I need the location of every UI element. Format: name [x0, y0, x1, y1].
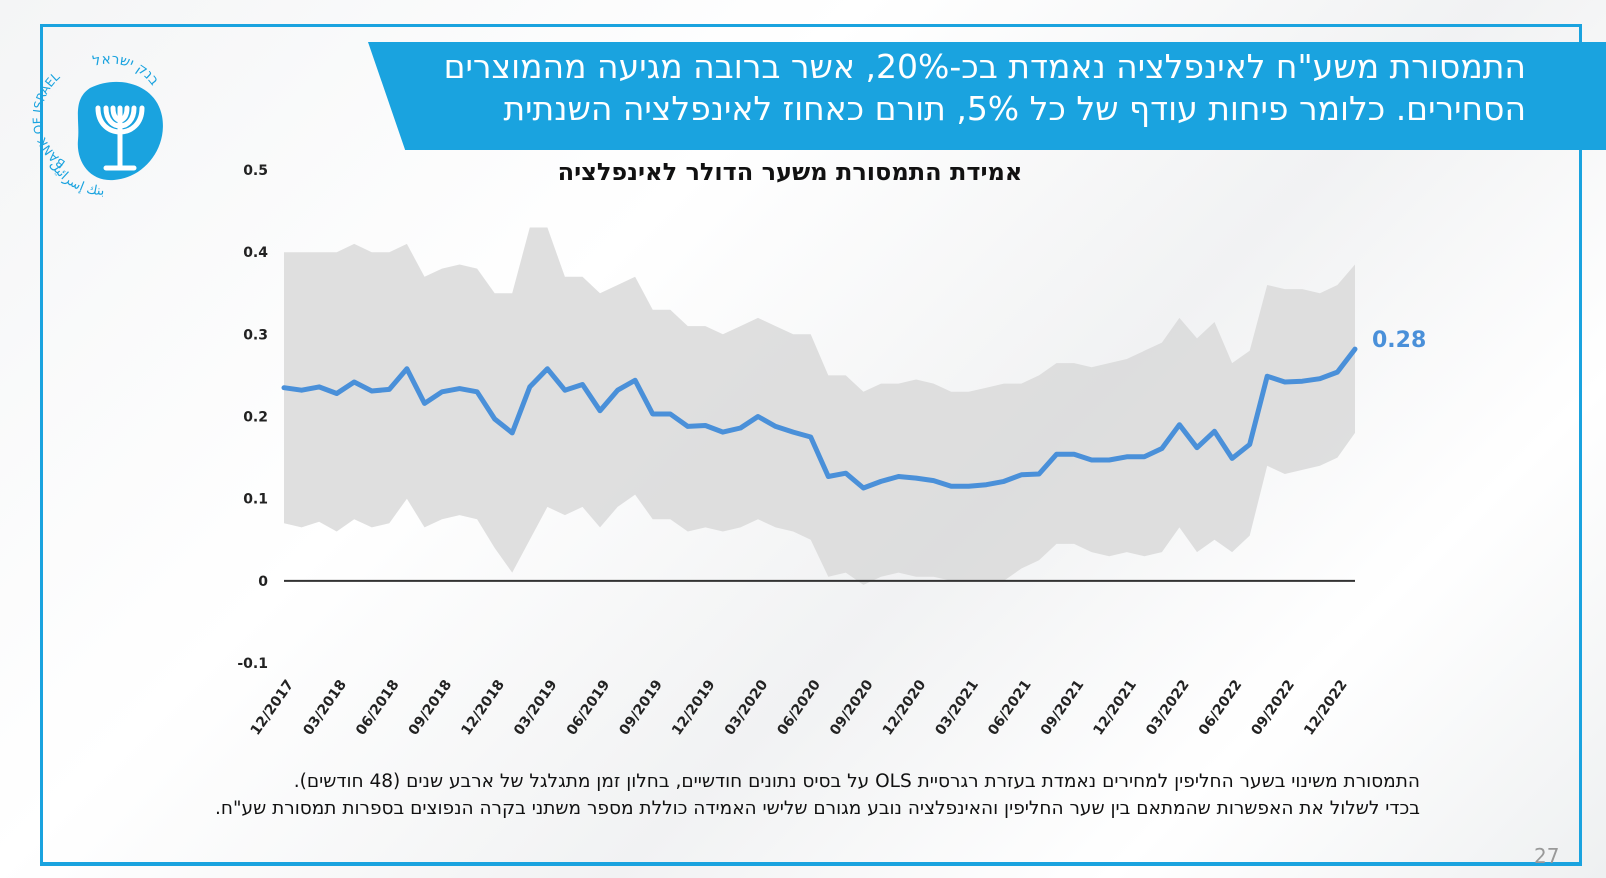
x-tick-label: 12/2019 [669, 677, 719, 738]
slide-frame [40, 24, 1582, 866]
x-tick-label: 03/2019 [511, 677, 561, 738]
footnote-line-2: בכדי לשלול את האפשרות שהמתאם בין שער החל… [215, 798, 1420, 819]
confidence-band [284, 227, 1355, 585]
x-tick-label: 09/2019 [616, 677, 666, 738]
x-tick-label: 03/2018 [300, 677, 350, 738]
x-tick-label: 12/2022 [1301, 677, 1351, 738]
x-tick-label: 06/2019 [564, 677, 614, 738]
x-tick-label: 06/2020 [774, 677, 824, 738]
x-tick-label: 06/2022 [1196, 677, 1246, 738]
x-tick-label: 09/2020 [827, 677, 877, 738]
page-number: 27 [1534, 844, 1560, 868]
y-tick-label: 0.4 [243, 245, 268, 261]
header-banner: התמסורת משע"ח לאינפלציה נאמדת בכ-20%, אש… [368, 42, 1606, 150]
x-tick-label: 09/2021 [1038, 677, 1088, 738]
x-tick-label: 09/2022 [1248, 677, 1298, 738]
y-tick-label: 0.2 [243, 410, 268, 426]
x-tick-label: 09/2018 [406, 677, 456, 738]
menorah-icon [95, 105, 145, 171]
header-line-2: הסחירים. כלומר פיחות עודף של כל 5%, תורם… [503, 89, 1526, 128]
x-tick-label: 06/2018 [353, 677, 403, 738]
x-tick-label: 12/2020 [880, 677, 930, 738]
x-tick-label: 03/2021 [932, 677, 982, 738]
y-tick-label: 0.1 [243, 492, 268, 508]
footnote-line-1: התמסורת משינוי בשער החליפין למחירים נאמד… [293, 771, 1420, 792]
x-tick-label: 12/2018 [458, 677, 508, 738]
x-tick-label: 12/2021 [1090, 677, 1140, 738]
y-tick-label: 0 [258, 574, 268, 590]
y-tick-label: 0.5 [243, 163, 268, 179]
series-line [281, 346, 1358, 491]
y-tick-label: 0.3 [243, 327, 268, 343]
x-tick-label: 03/2022 [1143, 677, 1193, 738]
end-value-label: 0.28 [1372, 328, 1427, 353]
header-text: התמסורת משע"ח לאינפלציה נאמדת בכ-20%, אש… [426, 46, 1526, 130]
x-tick-label: 06/2021 [985, 677, 1035, 738]
x-tick-label: 12/2017 [248, 677, 298, 738]
header-line-1: התמסורת משע"ח לאינפלציה נאמדת בכ-20%, אש… [443, 47, 1526, 86]
footnotes: התמסורת משינוי בשער החליפין למחירים נאמד… [120, 768, 1420, 822]
chart-title: אמידת התמסורת משער הדולר לאינפלציה [557, 158, 1023, 186]
bank-of-israel-logo: BANK OF ISRAEL BANK OF ISRAEL בנק ישראל … [28, 44, 163, 199]
x-tick-label: 03/2020 [722, 677, 772, 738]
logo-text-en: BANK OF ISRAEL [28, 44, 127, 47]
y-tick-label: -0.1 [237, 656, 268, 672]
